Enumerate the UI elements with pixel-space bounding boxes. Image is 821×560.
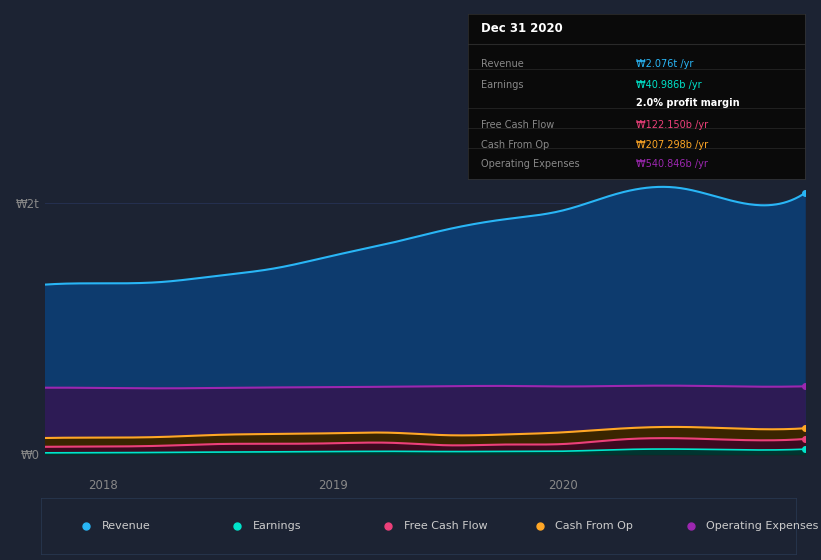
Text: ₩207.298b /yr: ₩207.298b /yr (636, 139, 709, 150)
Text: Cash From Op: Cash From Op (481, 139, 550, 150)
Text: ₩540.846b /yr: ₩540.846b /yr (636, 160, 709, 169)
Text: Earnings: Earnings (253, 521, 301, 531)
Text: Free Cash Flow: Free Cash Flow (481, 120, 555, 130)
Text: Operating Expenses: Operating Expenses (481, 160, 580, 169)
Text: Earnings: Earnings (481, 80, 524, 90)
Text: Operating Expenses: Operating Expenses (706, 521, 818, 531)
Text: ₩40.986b /yr: ₩40.986b /yr (636, 80, 702, 90)
Text: ₩122.150b /yr: ₩122.150b /yr (636, 120, 709, 130)
Text: Cash From Op: Cash From Op (555, 521, 632, 531)
Text: Free Cash Flow: Free Cash Flow (404, 521, 487, 531)
Text: Revenue: Revenue (102, 521, 150, 531)
Text: Revenue: Revenue (481, 59, 524, 68)
Text: 2.0% profit margin: 2.0% profit margin (636, 98, 740, 108)
Text: Dec 31 2020: Dec 31 2020 (481, 22, 563, 35)
Text: ₩2.076t /yr: ₩2.076t /yr (636, 59, 694, 68)
